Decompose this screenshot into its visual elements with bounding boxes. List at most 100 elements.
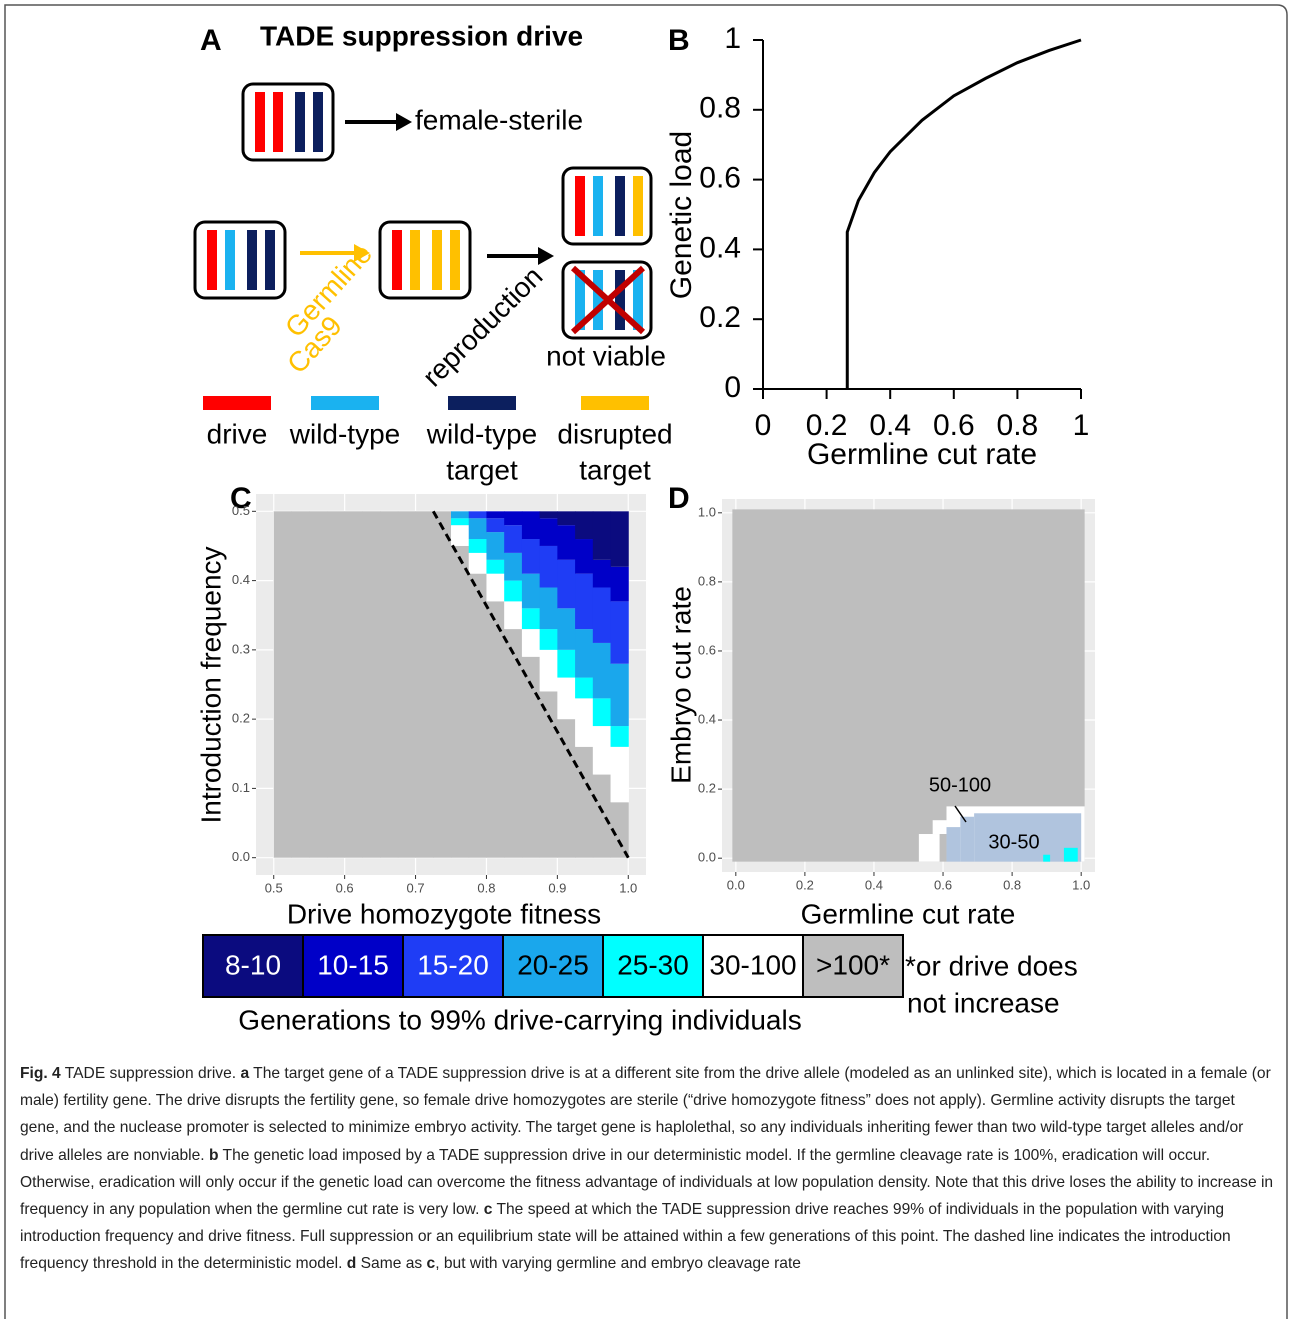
y-axis-title: Embryo cut rate xyxy=(665,586,696,784)
y-tick-label: 0.2 xyxy=(698,781,716,796)
y-tick-label: 0.5 xyxy=(232,503,250,518)
label: not viable xyxy=(546,340,666,371)
x-tick-label: 0.8 xyxy=(1003,877,1021,892)
region-label: 50-100 xyxy=(929,774,991,796)
heatmap-cell xyxy=(486,559,505,574)
caption-text: b xyxy=(208,1146,219,1164)
heatmap-cell xyxy=(610,601,629,664)
y-tick-label: 0.4 xyxy=(698,711,716,726)
heatmap-cell xyxy=(557,525,576,560)
arrow xyxy=(487,247,554,265)
heatmap-cell xyxy=(557,608,576,650)
caption-text: The speed at which the TADE suppression … xyxy=(20,1201,1231,1273)
genotype-box xyxy=(241,82,335,162)
heatmap-cell xyxy=(610,802,629,858)
legend-swatch xyxy=(502,934,604,998)
heatmap-cell xyxy=(575,698,594,747)
y-tick-label: 0.2 xyxy=(232,711,250,726)
x-tick-label: 0.6 xyxy=(336,880,354,895)
y-tick-label: 0.1 xyxy=(232,780,250,795)
caption-text: a xyxy=(240,1065,250,1082)
panel-letter: A xyxy=(200,24,222,57)
heatmap-cell xyxy=(504,525,523,553)
heatmap-cell xyxy=(575,573,594,630)
leader-line xyxy=(954,805,967,823)
heatmap-cell xyxy=(592,511,612,560)
region-label: 30-50 xyxy=(988,831,1039,853)
legend-label: target xyxy=(446,454,518,485)
heatmap-cell xyxy=(521,573,541,609)
legend-title: Generations to 99% drive-carrying indivi… xyxy=(238,1004,801,1035)
heatmap-cell xyxy=(592,642,612,699)
panel-title: TADE suppression drive xyxy=(260,20,583,51)
legend-swatch xyxy=(402,934,504,998)
heatmap-cell xyxy=(575,629,594,678)
x-tick-label: 0.4 xyxy=(865,877,883,892)
y-tick-label: 0.0 xyxy=(698,850,716,865)
x-tick-label: 0.4 xyxy=(869,409,911,442)
heatmap-cell xyxy=(610,511,629,567)
y-tick-label: 0.6 xyxy=(698,642,716,657)
x-tick-label: 0.6 xyxy=(934,877,952,892)
legend-label: 10-15 xyxy=(317,949,389,980)
heatmap-cell xyxy=(504,511,523,526)
legend-label: drive xyxy=(207,418,268,449)
caption-text: The target gene of a TADE suppression dr… xyxy=(20,1065,1271,1164)
legend-label: 8-10 xyxy=(225,949,281,980)
heatmap-cell xyxy=(539,518,558,546)
x-tick-label: 0 xyxy=(755,409,772,442)
legend-swatch xyxy=(448,396,516,410)
y-tick-label: 1 xyxy=(724,22,741,55)
caption-text: c xyxy=(426,1255,436,1273)
x-tick-label: 0.0 xyxy=(727,877,745,892)
heatmap-cell xyxy=(486,518,505,533)
heatmap-cell xyxy=(486,573,505,602)
heatmap-cell xyxy=(521,629,541,657)
y-tick-label: 0.3 xyxy=(232,641,250,656)
heatmap-cell xyxy=(309,511,328,858)
y-tick-label: 1.0 xyxy=(698,504,716,519)
label: female-sterile xyxy=(415,104,583,135)
heatmap-region xyxy=(946,827,961,862)
legend-swatch xyxy=(602,934,704,998)
y-tick-label: 0.6 xyxy=(699,162,741,195)
heatmap-cell xyxy=(362,511,381,858)
x-tick-label: 1.0 xyxy=(619,880,637,895)
legend-label: 15-20 xyxy=(417,949,489,980)
y-tick-label: 0.4 xyxy=(232,572,250,587)
heatmap-cell xyxy=(521,539,541,574)
heatmap-region xyxy=(918,834,940,862)
caption: Fig. 4 TADE suppression drive. a The tar… xyxy=(20,1060,1275,1278)
legend-swatch xyxy=(302,934,404,998)
x-tick-label: 0.7 xyxy=(407,880,425,895)
caption-text: c xyxy=(483,1201,493,1219)
y-tick-label: 0.0 xyxy=(232,849,250,864)
x-axis-title: Germline cut rate xyxy=(801,898,1016,929)
x-tick-label: 0.8 xyxy=(997,409,1039,442)
arrow xyxy=(300,244,370,262)
y-tick-label: 0.4 xyxy=(699,231,741,264)
arrow xyxy=(345,113,412,131)
heatmap-cell xyxy=(291,511,310,858)
y-axis-title: Genetic load xyxy=(665,131,698,299)
legend-swatch xyxy=(581,396,649,410)
x-tick-label: 1.0 xyxy=(1072,877,1090,892)
heatmap-cell xyxy=(468,573,487,858)
heatmap-cell xyxy=(539,545,558,588)
heatmap-cell xyxy=(539,691,558,858)
heatmap-cell xyxy=(575,539,594,574)
legend-swatch xyxy=(311,396,379,410)
y-tick-label: 0.8 xyxy=(698,573,716,588)
x-axis-title: Drive homozygote fitness xyxy=(287,898,601,929)
heatmap-cell xyxy=(539,629,558,650)
x-tick-label: 0.6 xyxy=(933,409,975,442)
heatmap-cell xyxy=(415,511,434,858)
x-tick-label: 0.9 xyxy=(548,880,566,895)
heatmap-cell xyxy=(610,726,629,747)
y-tick-label: 0.2 xyxy=(699,301,741,334)
legend-label: target xyxy=(579,454,651,485)
heatmap-cell xyxy=(451,525,470,546)
heatmap-cell xyxy=(326,511,346,858)
heatmap-cell xyxy=(610,663,629,727)
